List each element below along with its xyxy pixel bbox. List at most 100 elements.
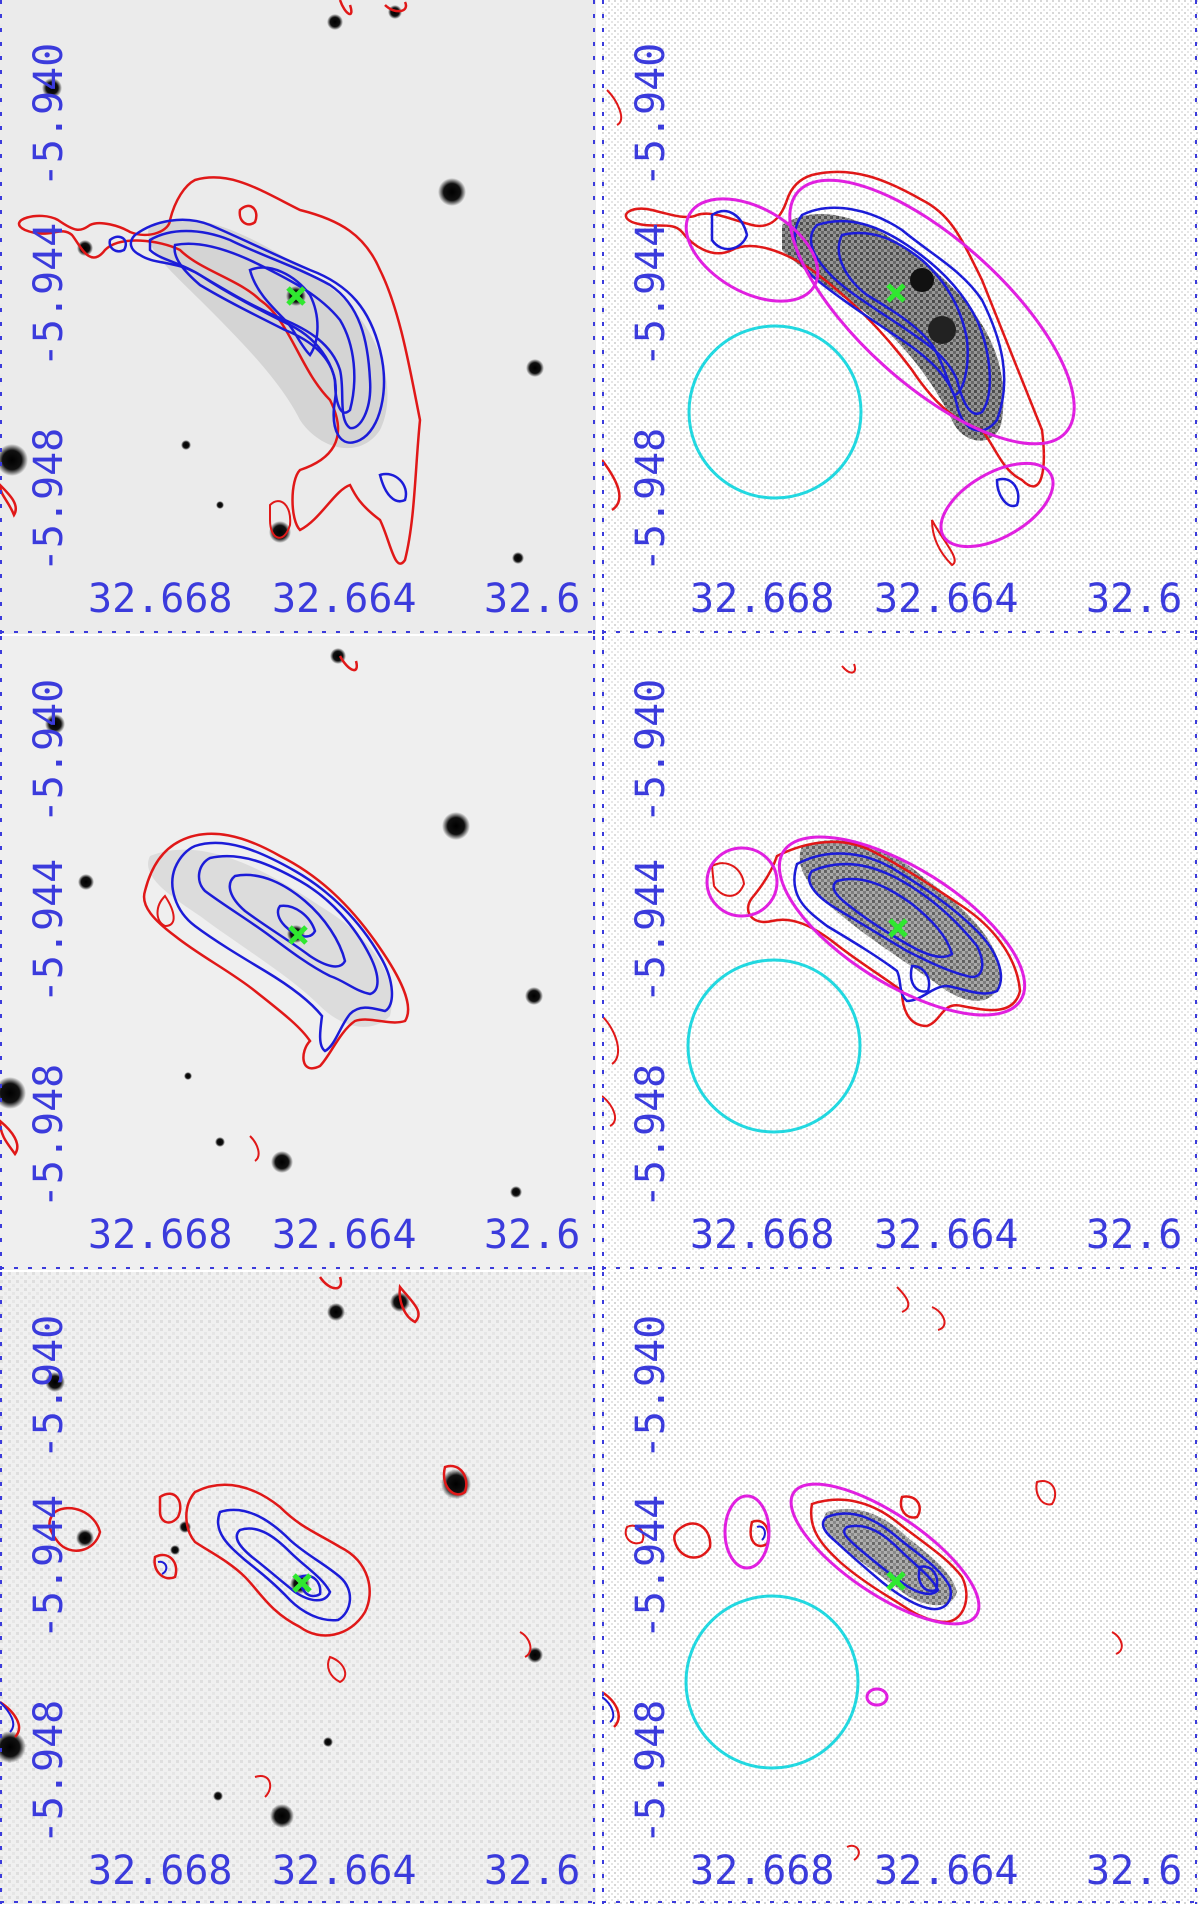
star: [323, 1737, 333, 1747]
y-tick-label: -5.940: [628, 1315, 674, 1460]
star: [512, 552, 524, 564]
contour-outer: [398, 1283, 420, 1324]
contour-inner: [837, 231, 969, 397]
x-tick-label: 32.664: [272, 576, 417, 622]
contour-inner: [809, 219, 991, 415]
contour-inner: [909, 964, 931, 993]
contour-outer: [238, 204, 258, 226]
x-tick-label: 32.6: [1086, 576, 1182, 622]
star: [181, 440, 191, 450]
contour-inner: [248, 266, 319, 357]
x-tick-label: 32.668: [690, 1848, 835, 1894]
contour-inner: [235, 1527, 332, 1602]
y-tick-label: -5.948: [26, 1064, 72, 1209]
y-tick-label: -5.940: [26, 1315, 72, 1460]
x-tick-label: 32.6: [484, 576, 580, 622]
y-tick-label: -5.944: [26, 859, 72, 1004]
star: [45, 714, 65, 734]
contour-inner: [793, 852, 1003, 1003]
contour-outer: [710, 862, 746, 897]
star: [78, 874, 94, 890]
ellipse-icon: [705, 835, 1027, 1017]
contour-outer: [338, 655, 359, 672]
contour-inner: [842, 1524, 940, 1596]
star: [928, 316, 956, 344]
contour-outer: [17, 176, 422, 565]
x-tick-label: 32.664: [874, 1848, 1019, 1894]
contour-outer: [254, 1775, 272, 1798]
contour-inner: [171, 841, 394, 1053]
contour-inner: [917, 1565, 939, 1593]
contour-outer: [0, 1119, 19, 1157]
star: [77, 240, 93, 256]
contour-inner: [0, 1701, 15, 1733]
contour-outer: [442, 1464, 468, 1496]
star: [527, 1647, 543, 1663]
x-cross-icon: [292, 1573, 312, 1593]
contour-inner: [197, 854, 379, 996]
circle-icon: [687, 324, 863, 500]
star: [510, 1186, 522, 1198]
star: [269, 521, 291, 543]
contour-outer: [338, 0, 353, 16]
contour-outer: [624, 170, 1046, 488]
contour-outer: [846, 1844, 860, 1861]
axis-ticks: [602, 1272, 1198, 1904]
galaxy-diffuse-emission: [148, 219, 388, 449]
x-cross-icon: [886, 1571, 906, 1591]
x-tick-label: 32.664: [272, 1848, 417, 1894]
x-tick-label: 32.668: [690, 576, 835, 622]
y-tick-label: -5.948: [628, 428, 674, 573]
contour-inner: [148, 229, 372, 430]
star: [270, 1804, 294, 1828]
y-tick-label: -5.944: [628, 223, 674, 368]
galaxy-dense-emission: [799, 840, 1002, 1001]
contour-outer: [606, 89, 623, 126]
y-tick-label: -5.940: [26, 43, 72, 188]
contour-outer: [1111, 1631, 1123, 1655]
star: [213, 1791, 223, 1801]
contour-outer: [185, 1483, 371, 1637]
contour-outer: [602, 1690, 620, 1728]
contour-outer: [142, 832, 410, 1070]
contour-outer: [841, 663, 856, 674]
contour-outer: [602, 1095, 617, 1127]
contour-outer: [602, 459, 621, 512]
x-tick-label: 32.668: [88, 1212, 233, 1258]
x-cross-icon: [888, 918, 908, 938]
x-cross-icon: [288, 925, 308, 945]
star: [170, 1545, 180, 1555]
star: [327, 1303, 345, 1321]
star: [0, 444, 28, 476]
star: [525, 987, 543, 1005]
star: [526, 359, 544, 377]
x-tick-label: 32.6: [484, 1212, 580, 1258]
star: [327, 14, 343, 30]
x-tick-label: 32.6: [1086, 1212, 1182, 1258]
star: [0, 1077, 26, 1109]
circle-icon: [684, 1594, 860, 1770]
x-tick-label: 32.6: [1086, 1848, 1182, 1894]
x-cross-icon: [286, 286, 306, 306]
contour-inner: [216, 1508, 352, 1622]
contour-outer: [48, 1506, 102, 1552]
panel-row1-right: -5.940 -5.944 -5.948 32.668 32.664 32.6: [602, 0, 1198, 634]
x-tick-label: 32.6: [484, 1848, 580, 1894]
contour-outer: [896, 1286, 910, 1313]
x-tick-label: 32.668: [88, 1848, 233, 1894]
star: [216, 501, 224, 509]
contour-inner: [228, 873, 347, 968]
contour-outer: [384, 1, 408, 13]
y-tick-label: -5.948: [26, 428, 72, 573]
y-tick-label: -5.944: [26, 1495, 72, 1640]
y-tick-label: -5.944: [26, 223, 72, 368]
contour-inner: [832, 877, 954, 959]
contour-outer: [931, 1306, 946, 1331]
star: [184, 1072, 192, 1080]
star: [910, 268, 934, 292]
contour-outer: [624, 1524, 645, 1545]
contour-outer: [899, 1495, 921, 1519]
contour-inner: [173, 242, 356, 414]
star: [45, 1372, 65, 1392]
